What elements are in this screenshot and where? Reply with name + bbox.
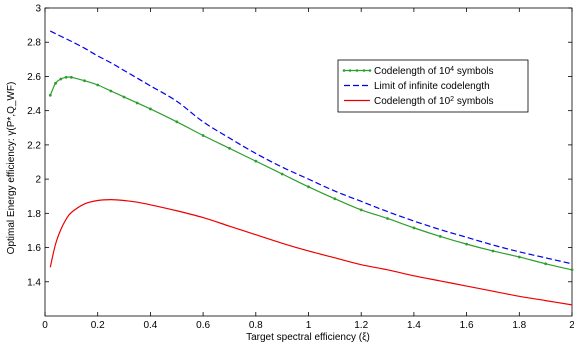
series-point <box>59 77 63 81</box>
legend-label-1: Limit of infinite codelength <box>374 81 490 92</box>
series-point <box>135 101 139 105</box>
y-tick-label: 1.4 <box>27 277 41 288</box>
series-point <box>544 262 548 266</box>
y-tick-label: 1.6 <box>27 243 41 254</box>
series-line-2 <box>49 199 573 306</box>
y-tick-label: 2.6 <box>27 72 41 83</box>
x-tick-label: 0.4 <box>143 320 157 331</box>
legend-label-exponent: 4 <box>450 66 454 73</box>
ticks-layer: 0 0.2 0.4 0.6 0.8 1 1.2 1.4 1.6 1.8 2 1.4 1.6 1.8 2 2.2… <box>27 4 574 332</box>
series-point <box>307 185 310 189</box>
series-point <box>96 83 100 87</box>
legend-label-suffix: symbols <box>454 66 493 77</box>
x-axis-label: Target spectral efficiency (ξ) <box>246 332 370 343</box>
series-point <box>517 255 521 259</box>
y-tick-label: 2.4 <box>27 106 41 117</box>
legend-label-text: Limit of infinite codelength <box>374 81 490 92</box>
series-point <box>359 208 363 212</box>
y-tick-label: 2 <box>35 175 41 186</box>
legend-marker <box>368 69 372 72</box>
series-point <box>412 226 416 230</box>
series-point <box>280 172 284 176</box>
legend-label-text: Codelength of 10 <box>374 66 451 77</box>
legend-label-text: Codelength of 10 <box>374 96 451 107</box>
series-point <box>109 89 113 93</box>
x-tick-label: 1.8 <box>512 320 526 331</box>
series-point <box>54 81 57 85</box>
series-point <box>386 217 389 220</box>
series-point <box>570 268 574 272</box>
series-point <box>48 93 52 97</box>
series-point <box>254 159 258 163</box>
series-point <box>333 197 337 201</box>
x-tick-label: 1.4 <box>407 320 421 331</box>
x-tick-label: 1.2 <box>354 320 368 331</box>
legend-box <box>337 59 529 113</box>
y-axis-label: Optimal Energy efficiency: γ(P*,Q_WF) <box>6 82 17 255</box>
y-tick-label: 3 <box>35 4 41 15</box>
x-tick-label: 1.6 <box>460 320 474 331</box>
legend-label-0: Codelength of 104 symbols <box>374 66 494 78</box>
x-tick-label: 0 <box>42 320 48 331</box>
x-tick-label: 0.8 <box>249 320 263 331</box>
series-layer <box>48 30 574 306</box>
legend-marker <box>362 69 366 72</box>
series-point <box>175 120 179 124</box>
series-point <box>83 79 86 83</box>
legend-marker <box>355 69 359 72</box>
legend-label-suffix: symbols <box>454 96 493 107</box>
x-tick-label: 0.6 <box>196 320 210 331</box>
y-tick-label: 2.2 <box>27 140 41 151</box>
series-point <box>122 95 126 99</box>
x-tick-label: 0.2 <box>91 320 105 331</box>
legend-marker <box>342 69 346 72</box>
x-tick-label: 2 <box>569 320 574 331</box>
x-tick-label: 1 <box>306 320 312 331</box>
series-point <box>438 235 442 238</box>
series-point <box>465 242 468 246</box>
series-point <box>69 75 73 79</box>
legend-label-exponent: 2 <box>450 96 454 103</box>
y-tick-label: 2.8 <box>27 38 41 49</box>
series-point <box>149 107 152 111</box>
legend-label-2: Codelength of 102 symbols <box>374 96 494 108</box>
legend-marker <box>348 69 352 72</box>
series-line-1 <box>50 30 573 265</box>
series-point <box>201 134 205 137</box>
series-point <box>491 249 495 253</box>
series-point <box>228 146 231 150</box>
series-point <box>64 75 68 79</box>
y-tick-label: 1.8 <box>27 209 41 220</box>
